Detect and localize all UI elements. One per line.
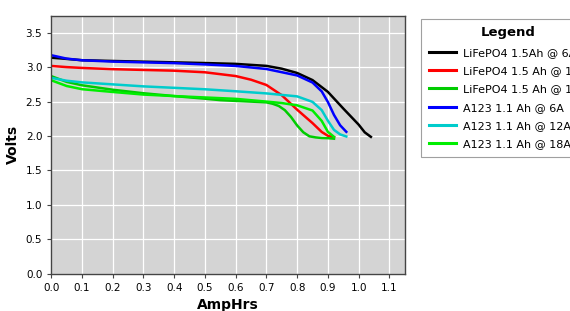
- X-axis label: AmpHrs: AmpHrs: [197, 298, 259, 311]
- Y-axis label: Volts: Volts: [6, 125, 20, 164]
- Legend: LiFePO4 1.5Ah @ 6A, LiFePO4 1.5 Ah @ 12A, LiFePO4 1.5 Ah @ 18A, A123 1.1 Ah @ 6A: LiFePO4 1.5Ah @ 6A, LiFePO4 1.5 Ah @ 12A…: [421, 19, 570, 157]
